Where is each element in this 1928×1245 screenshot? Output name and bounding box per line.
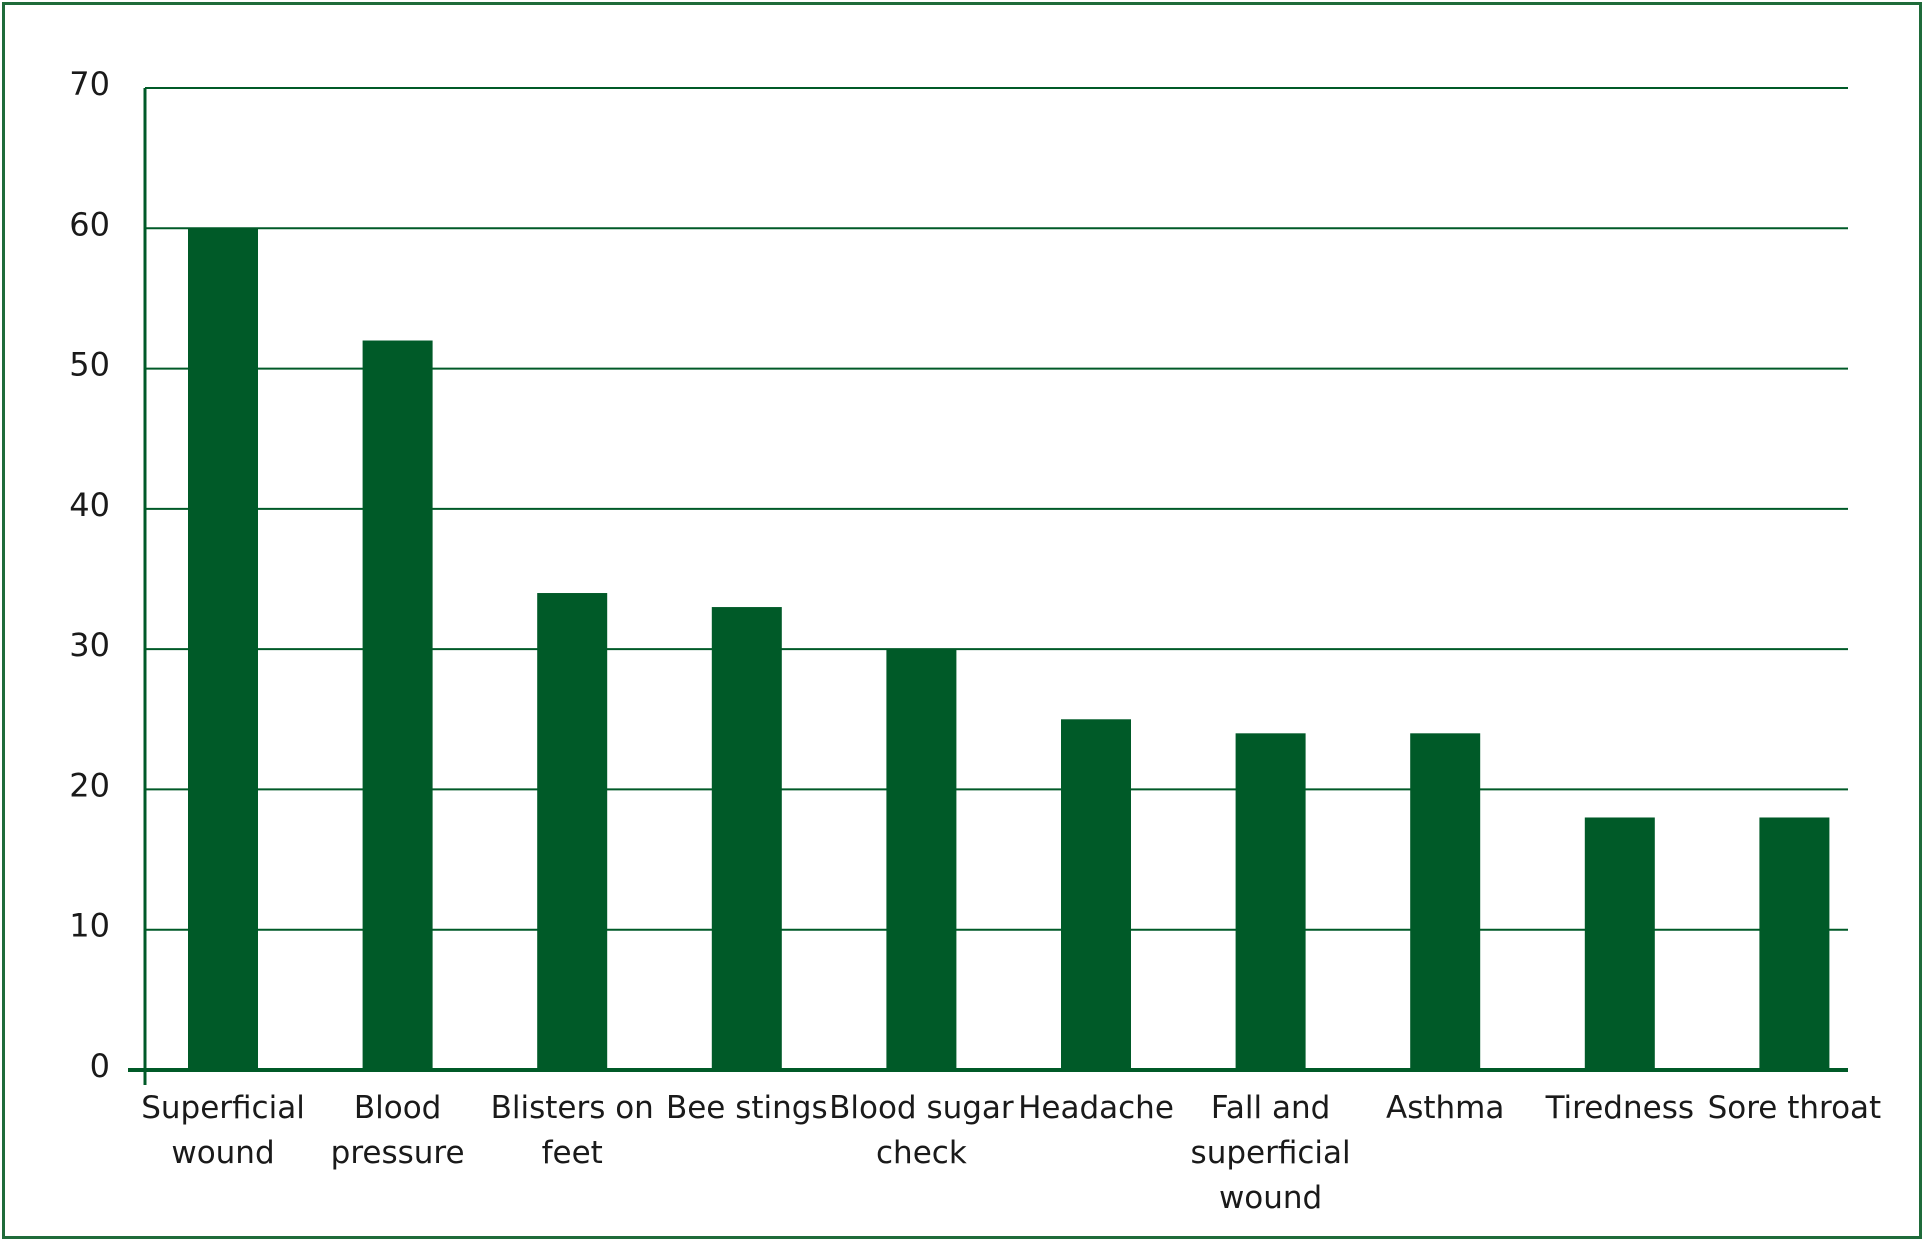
x-category-label-line: wound xyxy=(1219,1180,1322,1216)
x-category-label-line: Blood xyxy=(354,1090,442,1126)
x-category-label-line: Sore throat xyxy=(1708,1090,1882,1126)
x-category-label-line: Bee stings xyxy=(666,1090,828,1126)
x-category-label-line: Superficial xyxy=(141,1090,305,1126)
x-category-label-7: Asthma xyxy=(1386,1090,1504,1126)
x-category-label-6: Fall and superficial wound xyxy=(1191,1090,1351,1216)
x-category-label-5: Headache xyxy=(1018,1090,1174,1126)
bar-5 xyxy=(1061,719,1131,1070)
y-tick-label-70: 70 xyxy=(69,65,110,103)
x-category-label-line: feet xyxy=(542,1135,603,1171)
x-category-label-2: Blisters on feet xyxy=(491,1090,654,1171)
x-category-label-line: Fall and xyxy=(1211,1090,1330,1126)
x-category-label-line: Headache xyxy=(1018,1090,1174,1126)
x-category-label-4: Blood sugar check xyxy=(829,1090,1014,1171)
x-category-labels: Superficial wound Blood pressure Blisters on… xyxy=(141,1090,1881,1216)
bar-7 xyxy=(1410,733,1481,1070)
bar-0 xyxy=(188,228,258,1071)
y-tick-label-50: 50 xyxy=(69,346,110,384)
y-tick-label-20: 20 xyxy=(69,766,110,804)
x-category-label-line: check xyxy=(876,1135,967,1171)
bar-4 xyxy=(886,649,957,1070)
y-tick-label-30: 30 xyxy=(69,626,110,664)
bar-9 xyxy=(1759,817,1830,1070)
y-tick-label-10: 10 xyxy=(69,907,110,945)
x-category-label-1: Blood pressure xyxy=(331,1090,465,1171)
bar-2 xyxy=(537,593,608,1070)
y-tick-label-0: 0 xyxy=(90,1047,110,1085)
x-category-label-line: Blisters on xyxy=(491,1090,654,1126)
x-category-label-9: Sore throat xyxy=(1708,1090,1882,1126)
x-category-label-line: superficial xyxy=(1191,1135,1351,1171)
bars xyxy=(188,228,1830,1071)
bar-6 xyxy=(1235,733,1306,1070)
y-tick-labels: 0 10 20 30 40 50 60 70 xyxy=(69,65,110,1085)
y-tick-label-40: 40 xyxy=(69,486,110,524)
x-category-label-line: Blood sugar xyxy=(829,1090,1014,1126)
x-category-label-3: Bee stings xyxy=(666,1090,828,1126)
y-tick-label-60: 60 xyxy=(69,205,110,243)
x-category-label-0: Superficial wound xyxy=(141,1090,305,1171)
x-category-label-8: Tiredness xyxy=(1545,1090,1694,1126)
x-category-label-line: Asthma xyxy=(1386,1090,1504,1126)
axes xyxy=(128,88,1848,1085)
x-category-label-line: Tiredness xyxy=(1545,1090,1694,1126)
bar-1 xyxy=(362,340,433,1070)
bar-3 xyxy=(711,607,782,1070)
x-category-label-line: pressure xyxy=(331,1135,465,1171)
bar-8 xyxy=(1584,817,1655,1070)
x-category-label-line: wound xyxy=(171,1135,274,1171)
